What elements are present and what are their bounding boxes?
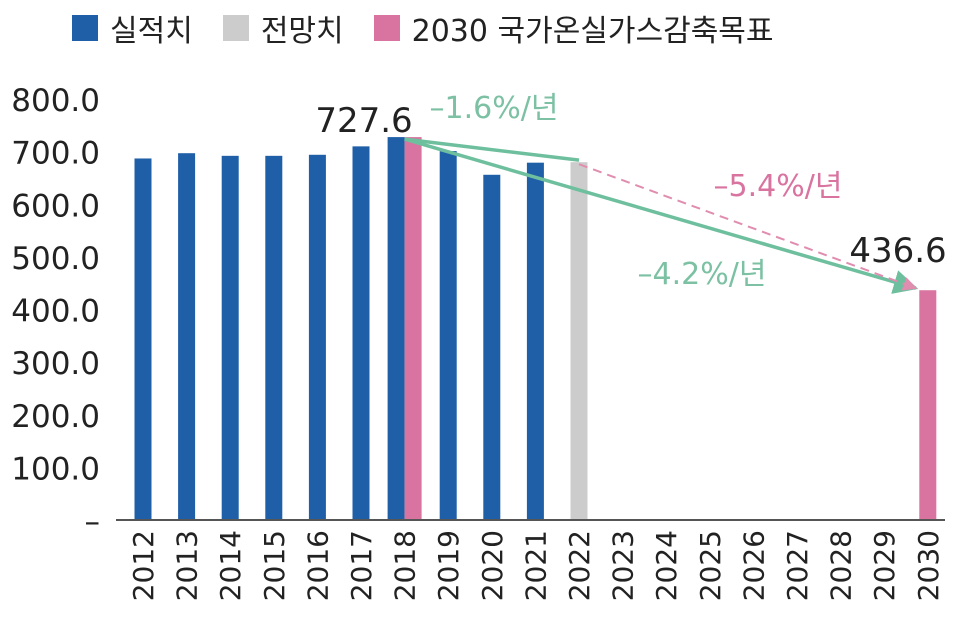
bar-2016-s0 [308, 154, 326, 520]
x-tick-label: 2017 [345, 530, 378, 601]
x-tick-label: 2027 [781, 530, 814, 601]
y-tick-label: 200.0 [11, 399, 100, 435]
x-tick-label: 2028 [825, 530, 858, 601]
legend-label-actual: 실적치 [110, 14, 193, 49]
y-tick-label: 500.0 [11, 241, 100, 277]
x-tick-label: 2022 [563, 530, 596, 601]
x-tick-label: 2024 [650, 530, 683, 601]
x-tick-label: 2012 [127, 530, 160, 601]
x-tick-label: 2020 [476, 530, 509, 601]
x-tick-label: 2018 [389, 530, 422, 601]
legend-swatch-forecast [222, 15, 249, 41]
y-tick-label: 600.0 [11, 188, 100, 224]
legend: 실적치 전망치 2030 국가온실가스감축목표 [72, 6, 804, 50]
legend-item-actual: 실적치 [72, 6, 193, 50]
x-tick-label: 2023 [607, 530, 640, 601]
x-tick-label: 2026 [737, 530, 770, 601]
bar-2030-s2 [919, 290, 937, 520]
x-tick-label: 2030 [912, 530, 945, 601]
legend-swatch-actual [72, 15, 98, 41]
trend-line-2 [404, 137, 919, 294]
legend-label-target: 2030 국가온실가스감축목표 [411, 14, 774, 49]
x-tick-label: 2029 [868, 530, 901, 601]
legend-item-forecast: 전망치 [222, 6, 344, 50]
y-tick-label: 700.0 [11, 136, 100, 172]
data-label-2018: 727.6 [315, 101, 412, 141]
bar-2013-s0 [178, 153, 196, 521]
x-tick-label: 2019 [432, 530, 465, 601]
bar-2018-s2 [404, 137, 422, 520]
bar-2017-s0 [352, 146, 370, 521]
x-tick-label: 2015 [258, 530, 291, 601]
x-tick-label: 2014 [214, 530, 247, 601]
rate-annotation-3: –4.2%/년 [638, 257, 767, 292]
x-tick-label: 2021 [519, 530, 552, 601]
bar-2014-s0 [221, 155, 239, 520]
y-tick-label: 400.0 [11, 294, 100, 330]
rate-annotation-1: –1.6%/년 [430, 91, 559, 126]
bar-2012-s0 [134, 158, 152, 520]
x-tick-label: 2013 [171, 530, 204, 601]
y-tick-label: 800.0 [11, 83, 100, 119]
legend-label-forecast: 전망치 [260, 14, 344, 49]
y-tick-label: 300.0 [11, 346, 100, 382]
bar-2021-s0 [526, 162, 544, 520]
x-tick-label: 2025 [694, 530, 727, 601]
bar-2020-s0 [483, 174, 501, 520]
trend-line-1 [404, 137, 580, 162]
y-tick-label: – [85, 504, 101, 540]
legend-item-target: 2030 국가온실가스감축목표 [373, 6, 774, 50]
bar-2019-s0 [439, 151, 457, 520]
y-tick-label: 100.0 [11, 451, 100, 487]
data-label-2030: 436.6 [849, 231, 946, 271]
bar-2022-s1 [570, 162, 588, 520]
x-tick-label: 2016 [301, 530, 334, 601]
legend-swatch-target [373, 15, 400, 41]
rate-annotation-2: –5.4%/년 [714, 169, 843, 204]
bar-2015-s0 [265, 155, 283, 520]
bar-2018-s0 [387, 137, 405, 520]
